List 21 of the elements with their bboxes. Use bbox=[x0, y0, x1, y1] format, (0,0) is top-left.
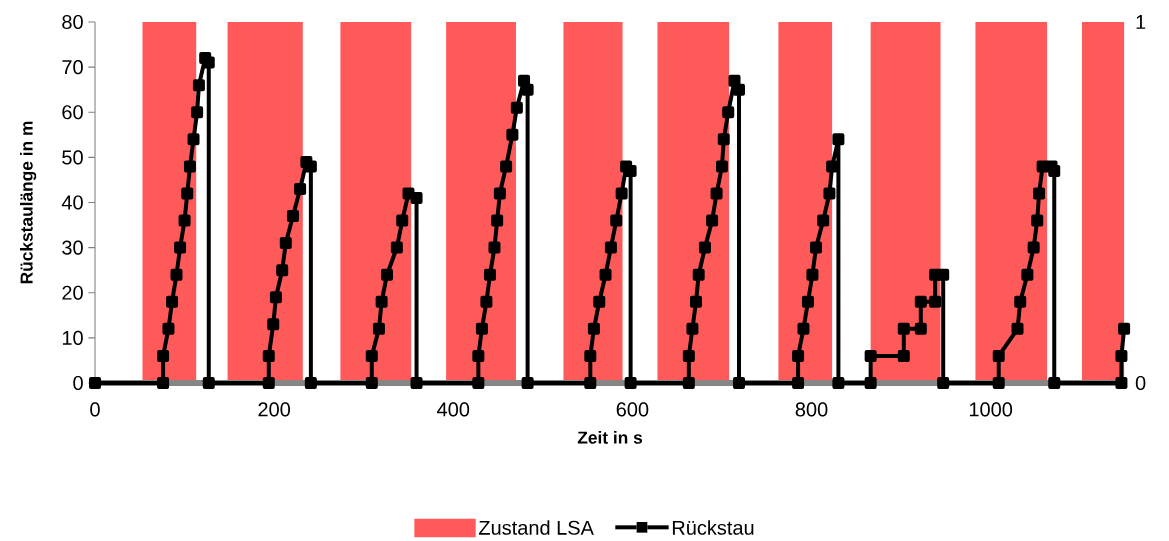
y-tick-label: 50 bbox=[62, 150, 83, 165]
y-tick-label: 80 bbox=[62, 14, 83, 30]
y-tick-label: 0 bbox=[73, 375, 83, 391]
x-tick-label: 0 bbox=[90, 402, 100, 417]
y2-tick-label: 1 bbox=[1136, 15, 1146, 29]
y-tick-label: 10 bbox=[62, 330, 83, 345]
y-tick-label: 70 bbox=[62, 60, 83, 75]
y-tick-label: 20 bbox=[62, 285, 83, 300]
legend-label: Rückstau bbox=[672, 520, 754, 535]
y-tick-label: 30 bbox=[62, 240, 83, 255]
y-axis-title: Rückstaulänge in m bbox=[19, 121, 37, 284]
x-tick-label: 1000 bbox=[969, 402, 1013, 417]
y-tick-label: 60 bbox=[62, 105, 83, 120]
y2-tick-label: 0 bbox=[1135, 375, 1146, 391]
x-tick-label: 200 bbox=[258, 402, 291, 417]
x-axis-title: Zeit in s bbox=[577, 431, 643, 444]
legend-label: Zustand LSA bbox=[478, 520, 594, 535]
x-tick-label: 400 bbox=[437, 402, 470, 417]
x-tick-label: 800 bbox=[795, 402, 828, 417]
x-tick-label: 600 bbox=[616, 402, 649, 417]
y-tick-label: 40 bbox=[61, 195, 83, 210]
